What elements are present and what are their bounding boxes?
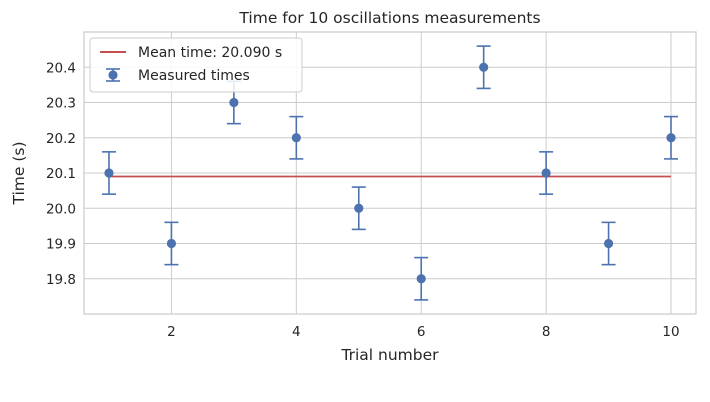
y-axis-label: Time (s) [10,141,28,205]
measurement-point [664,115,679,160]
data-point [416,274,426,284]
data-point [104,168,114,178]
y-tick-label: 20.0 [46,201,76,217]
measurement-point [351,186,366,231]
x-tick-label: 10 [662,324,679,340]
data-point [666,133,676,143]
measurement-point [476,45,491,90]
legend-marker [108,70,118,80]
legend-measured-swatch [106,68,120,82]
errorbar-layer [101,45,679,301]
data-point [541,168,551,178]
legend: Mean time: 20.090 s Measured times [89,37,303,93]
measurement-point [601,221,616,266]
grid [84,32,696,314]
x-axis-label: Trial number [340,346,439,364]
x-tick-label: 6 [417,324,426,340]
measurement-point [414,256,429,301]
chart-title: Time for 10 oscillations measurements [238,9,540,27]
y-tick-label: 20.4 [46,60,76,76]
data-point [603,238,614,249]
plot-frame [83,31,697,315]
x-tick-label: 8 [542,324,551,340]
x-tick-labels: 2 4 6 8 10 [167,324,679,340]
y-tick-label: 19.9 [46,237,76,253]
data-point [166,238,177,249]
y-tick-label: 20.3 [46,96,76,112]
x-tick-label: 4 [292,324,301,340]
y-tick-label: 19.8 [46,272,76,288]
x-tick-label: 2 [167,324,176,340]
legend-mean-label: Mean time: 20.090 s [138,45,282,61]
data-point [291,133,301,143]
measurement-point [539,151,554,195]
data-point [354,203,364,213]
data-point [229,97,239,108]
measurement-point [289,115,304,160]
measurement-point [101,151,116,195]
data-point [479,62,489,72]
y-tick-labels: 19.8 19.9 20.0 20.1 20.2 20.3 20.4 [46,60,76,288]
y-tick-label: 20.2 [46,131,76,147]
measurement-point [164,221,179,266]
legend-box [89,37,303,93]
y-tick-label: 20.1 [46,166,76,182]
legend-measured-label: Measured times [138,68,250,84]
